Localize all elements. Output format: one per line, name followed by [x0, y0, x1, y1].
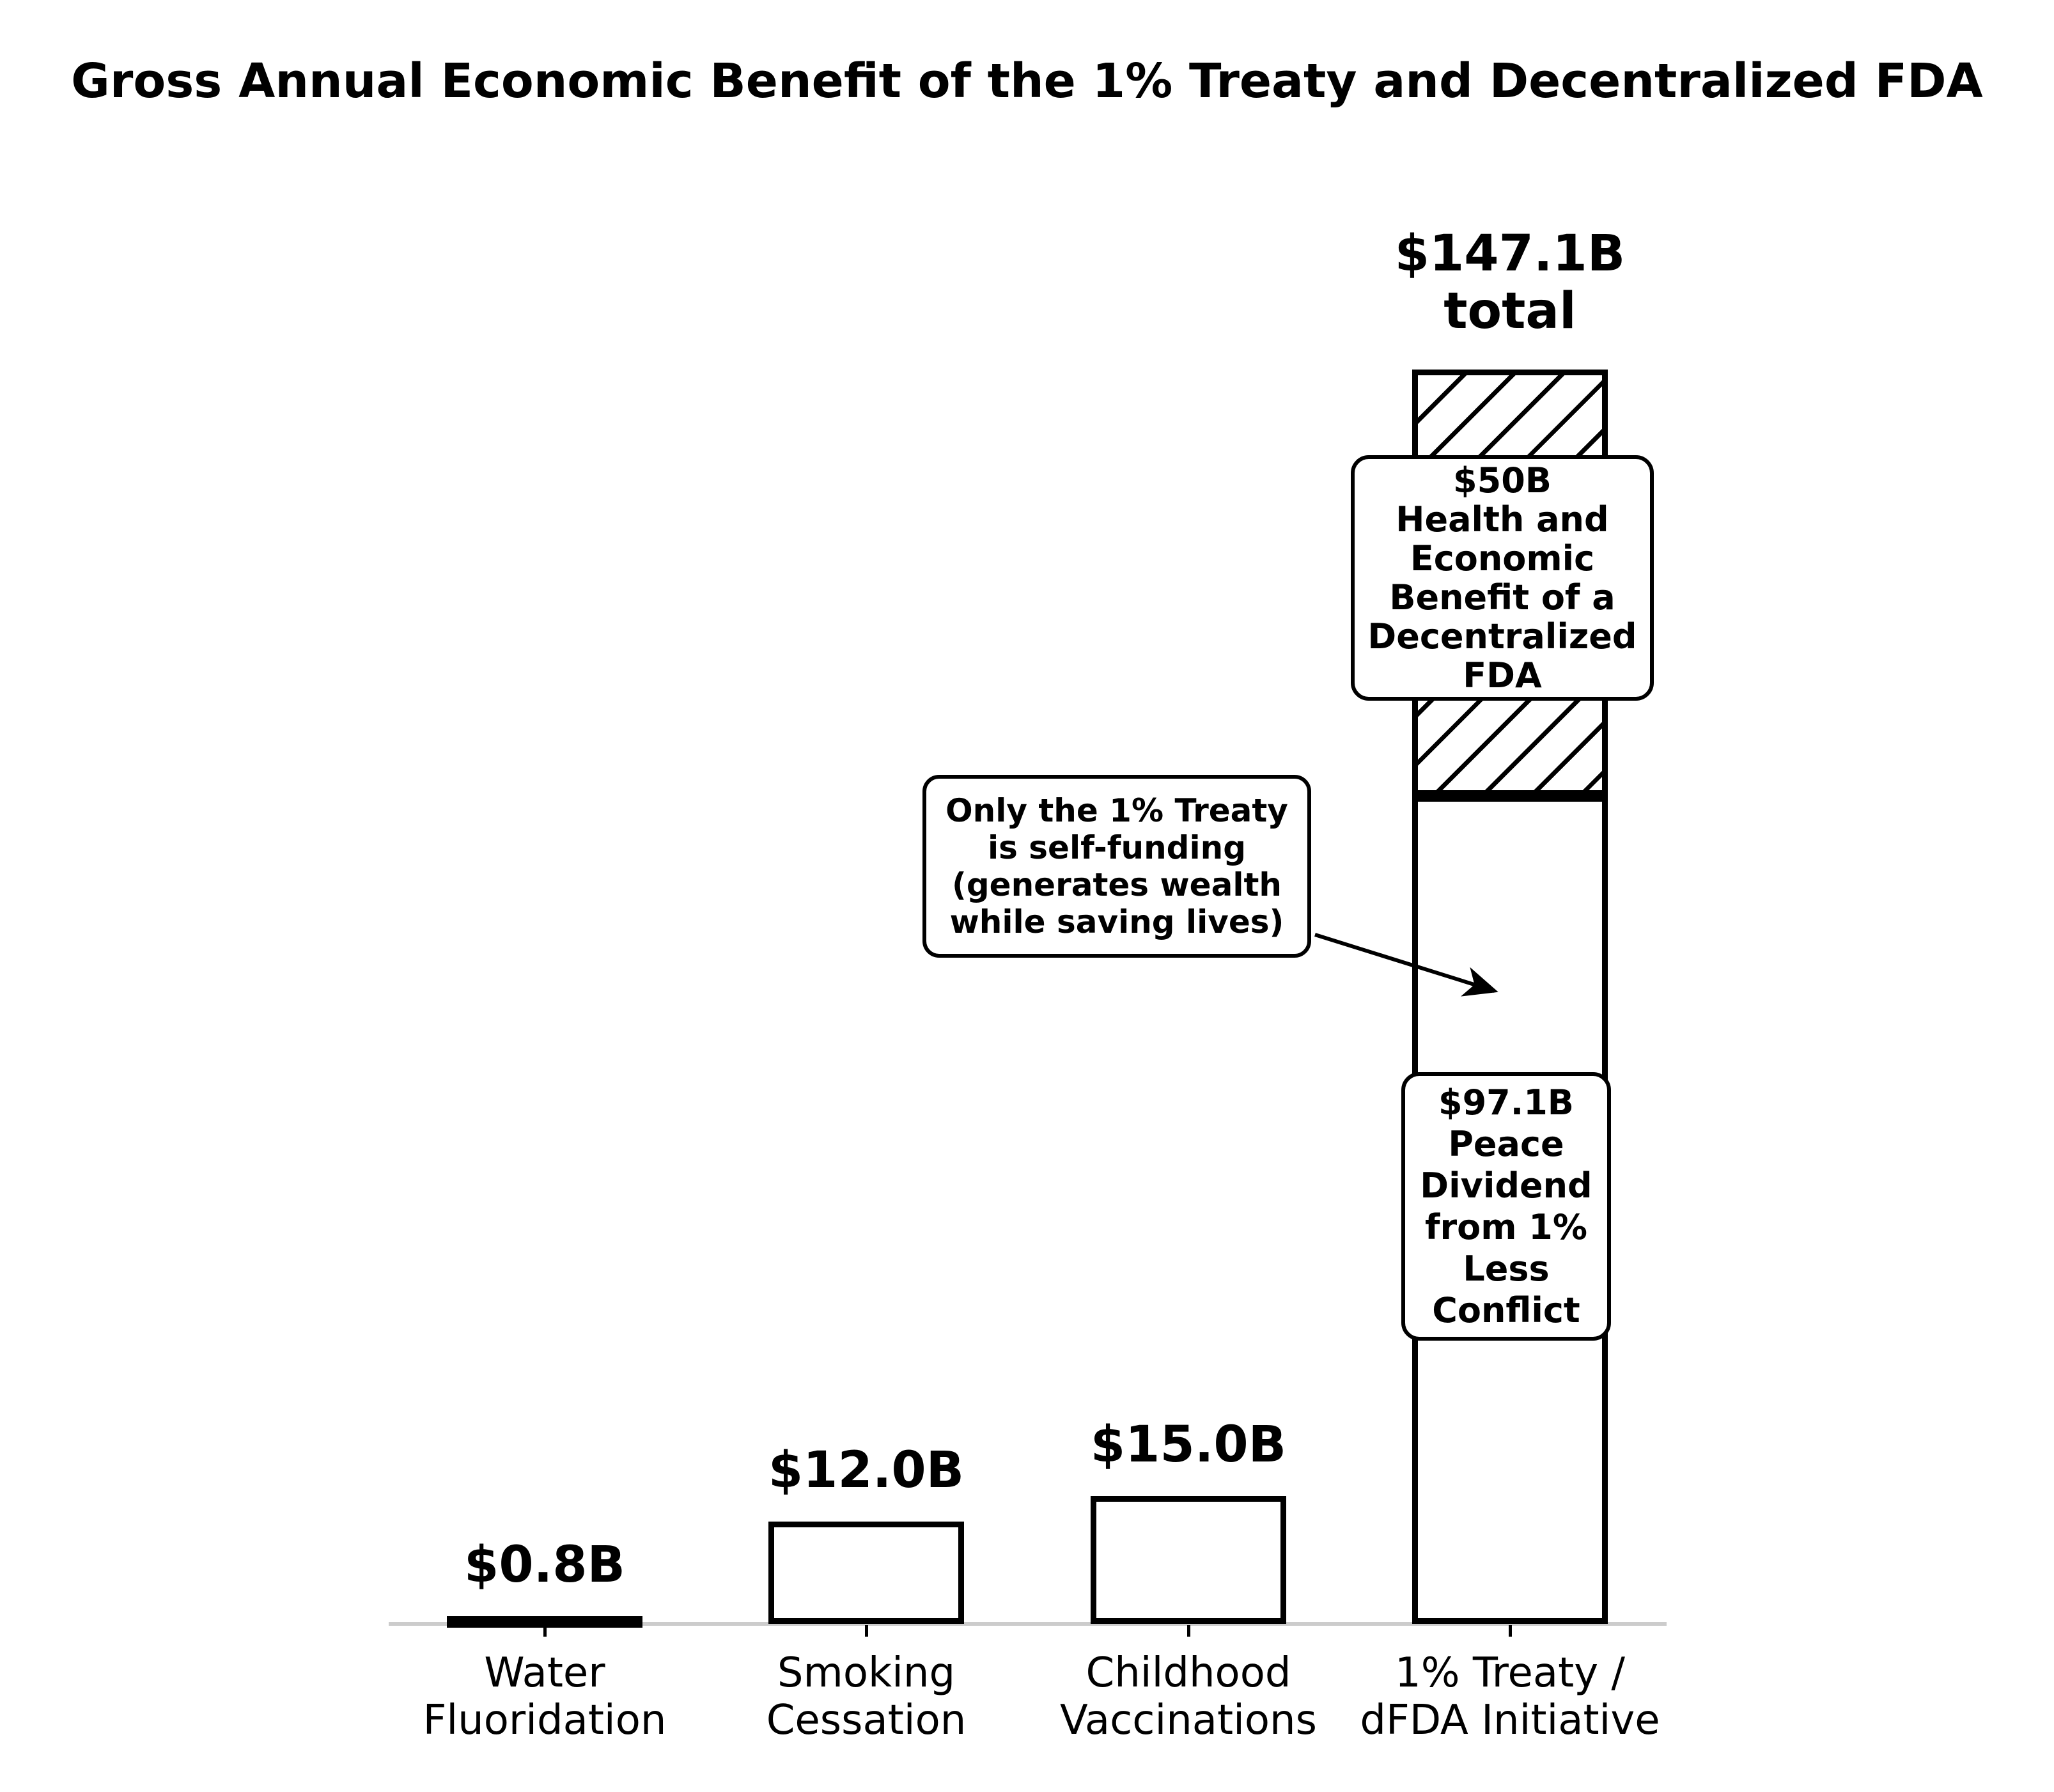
- bar-water-fluoridation: [447, 1616, 642, 1628]
- category-label-smoking-cessation: Smoking Cessation: [766, 1649, 967, 1744]
- dfda-benefit-box: $50B Health and Economic Benefit of a De…: [1351, 455, 1654, 701]
- x-axis-line: [389, 1622, 1667, 1626]
- category-label-water-fluoridation: Water Fluoridation: [423, 1649, 667, 1744]
- total-value-label: $147.1B total: [1394, 225, 1626, 340]
- peace-dividend-box: $97.1B Peace Dividend from 1% Less Confl…: [1401, 1072, 1611, 1341]
- x-tick-childhood-vaccinations: [1186, 1625, 1190, 1637]
- self-funding-callout: Only the 1% Treaty is self-funding (gene…: [922, 775, 1311, 958]
- value-label-smoking-cessation: $12.0B: [768, 1441, 965, 1499]
- category-label-childhood-vaccinations: Childhood Vaccinations: [1060, 1649, 1317, 1744]
- x-tick-1-treaty-dfda-initiative: [1508, 1625, 1512, 1637]
- value-label-childhood-vaccinations: $15.0B: [1090, 1415, 1287, 1474]
- x-tick-water-fluoridation: [543, 1625, 547, 1637]
- x-tick-smoking-cessation: [864, 1625, 868, 1637]
- chart-title: Gross Annual Economic Benefit of the 1% …: [71, 54, 1983, 109]
- category-label-1-treaty-dfda-initiative: 1% Treaty / dFDA Initiative: [1360, 1649, 1660, 1744]
- bar-childhood-vaccinations: [1091, 1495, 1286, 1624]
- bar-smoking-cessation: [768, 1521, 964, 1624]
- value-label-water-fluoridation: $0.8B: [464, 1536, 625, 1594]
